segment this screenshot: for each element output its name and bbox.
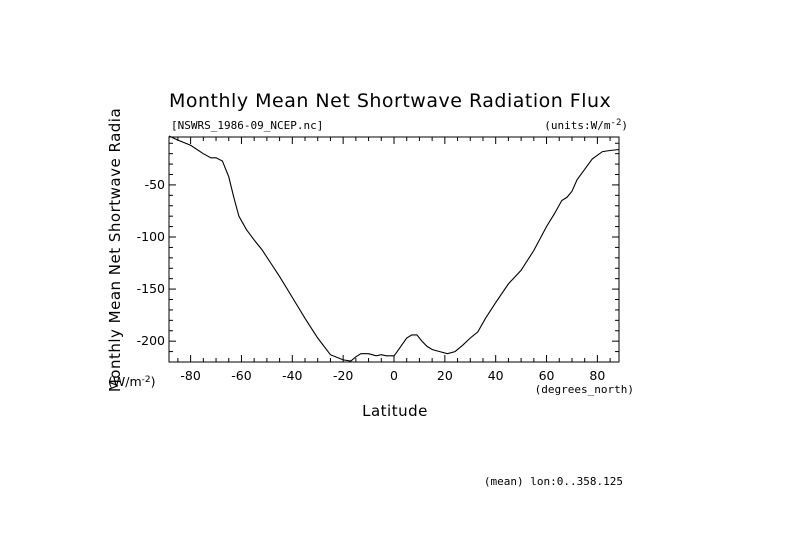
y-tick-label: -50 (145, 177, 165, 192)
x-axis-units: (degrees_north) (535, 383, 634, 396)
units-label: (units:W/m-2) (544, 118, 628, 132)
x-tick-label: -60 (231, 368, 251, 383)
chart-title: Monthly Mean Net Shortwave Radiation Flu… (169, 90, 611, 112)
x-tick-label: 40 (488, 368, 504, 383)
x-tick-label: -20 (333, 368, 353, 383)
plot-frame (168, 136, 620, 363)
y-axis-units: (W/m-2) (108, 374, 156, 389)
x-tick-label: -40 (282, 368, 302, 383)
footer-label: (mean) lon:0..358.125 (484, 475, 623, 488)
x-tick-label: 0 (390, 368, 398, 383)
series-line (168, 135, 620, 362)
plot-axes (168, 136, 620, 363)
x-axis-label: Latitude (362, 402, 428, 420)
x-tick-label: 60 (539, 368, 555, 383)
y-axis-label: Monthly Mean Net Shortwave Radia (106, 108, 124, 392)
x-axis-ticks: -80 -60 -40 -20 0 20 40 60 80 (177, 137, 611, 383)
x-tick-label: 20 (437, 368, 453, 383)
x-tick-label: 80 (589, 368, 605, 383)
y-axis-ticks: -50 -100 -150 -200 (137, 142, 619, 353)
x-tick-label: -80 (180, 368, 200, 383)
y-tick-label: -200 (137, 333, 165, 348)
y-tick-label: -150 (137, 281, 165, 296)
file-label: [NSWRS_1986-09_NCEP.nc] (171, 119, 323, 132)
y-tick-label: -100 (137, 229, 165, 244)
